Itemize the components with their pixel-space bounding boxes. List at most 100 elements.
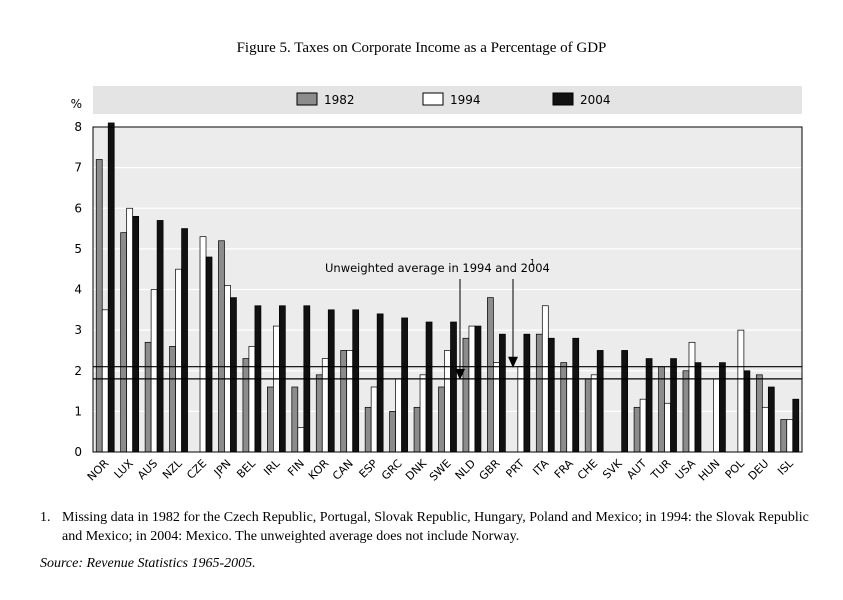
bar-1982-che [584, 378, 592, 453]
bar-1994-aut [639, 398, 647, 453]
plot-frame [92, 126, 803, 453]
bar-2004-fra [572, 337, 580, 453]
bar-1982-jpn [218, 240, 225, 453]
source-text: Revenue Statistics 1965-2005. [86, 556, 256, 571]
x-tick-label: GBR [477, 457, 503, 483]
annotation-superscript: 1 [530, 258, 535, 267]
y-tick-label: 3 [74, 323, 82, 337]
bar-2004-swe [450, 321, 457, 453]
bar-1994-gbr [493, 362, 500, 453]
footnote-text: Missing data in 1982 for the Czech Repub… [62, 510, 809, 544]
bar-2004-can [352, 309, 360, 453]
average-annotation: Unweighted average in 1994 and 2004 [325, 261, 550, 275]
x-tick-label: CAN [330, 457, 356, 483]
x-tick-label: KOR [306, 457, 332, 483]
x-tick-label: GRC [379, 457, 405, 483]
bar-1994-grc [395, 378, 402, 453]
bar-1982-deu [755, 374, 763, 453]
bar-2004-aut [645, 358, 653, 453]
bar-1982-dnk [413, 406, 421, 453]
bar-2004-svk [621, 350, 628, 453]
legend-swatch-1982 [296, 92, 318, 106]
x-tick-label: NZL [160, 456, 185, 481]
bar-2004-grc [401, 317, 408, 453]
bar-1982-tur [658, 366, 665, 453]
x-tick-label: FIN [285, 457, 307, 479]
x-tick-label: NLD [453, 457, 478, 482]
y-tick-label: 8 [74, 120, 82, 134]
x-tick-label: DNK [403, 456, 430, 483]
y-tick-label: 6 [74, 201, 82, 215]
bar-2004-nor [107, 122, 115, 453]
y-tick-label: 7 [74, 161, 82, 175]
x-tick-label: ISL [775, 456, 796, 477]
bar-1982-aus [144, 341, 152, 453]
x-tick-label: POL [723, 456, 748, 481]
bar-1994-nld [468, 325, 476, 453]
x-tick-label: BEL [234, 456, 258, 480]
bar-2004-prt [523, 333, 531, 453]
y-tick-label: 2 [74, 364, 82, 378]
bar-1994-jpn [224, 285, 231, 453]
x-tick-label: CHE [575, 457, 600, 482]
bar-1982-can [340, 350, 348, 453]
x-tick-label: USA [673, 457, 699, 483]
bar-1994-nor [101, 309, 109, 453]
bar-2004-kor [327, 309, 335, 453]
x-tick-label: CZE [184, 457, 209, 482]
bar-2004-ita [547, 337, 555, 453]
bar-1994-aus [150, 289, 158, 453]
legend-label-1982: 1982 [324, 93, 355, 107]
bar-1994-usa [688, 341, 696, 453]
x-tick-label: FRA [552, 457, 576, 481]
bar-1982-grc [389, 411, 396, 453]
bar-1994-hun [713, 378, 720, 453]
bar-1994-che [590, 374, 598, 453]
x-tick-label: HUN [696, 457, 723, 484]
legend-band [93, 86, 802, 114]
x-tick-label: SWE [427, 457, 454, 484]
source-note: Source: Revenue Statistics 1965-2005. [40, 556, 256, 572]
bar-1982-esp [364, 406, 372, 453]
x-tick-label: ESP [357, 457, 381, 481]
bar-2004-aus [156, 220, 164, 453]
bar-1994-tur [664, 402, 671, 453]
bar-2004-che [596, 350, 604, 453]
bar-1994-irl [273, 325, 280, 453]
bar-1982-nld [462, 337, 470, 453]
bar-1994-swe [444, 350, 451, 453]
bar-2004-jpn [230, 297, 237, 453]
y-tick-label: 0 [74, 445, 82, 459]
bar-1982-fra [560, 362, 568, 453]
bar-1982-nzl [169, 346, 176, 453]
bar-2004-isl [792, 398, 800, 453]
x-tick-label: LUX [112, 457, 136, 481]
bar-1982-kor [315, 374, 323, 453]
bar-2004-esp [376, 313, 384, 453]
bar-2004-usa [694, 362, 702, 453]
x-tick-label: ITA [530, 457, 551, 478]
bar-1994-esp [370, 386, 378, 453]
x-tick-label: AUT [624, 457, 649, 482]
bar-2004-pol [743, 370, 751, 453]
legend-swatch-1994 [422, 92, 444, 106]
bar-2004-gbr [499, 333, 506, 453]
y-tick-label: 4 [74, 283, 82, 297]
x-tick-label: SVK [600, 456, 625, 481]
figure-title: Figure 5. Taxes on Corporate Income as a… [236, 40, 607, 56]
bar-2004-hun [719, 362, 726, 453]
bar-2004-lux [132, 216, 140, 453]
bar-1994-prt [517, 366, 525, 453]
bar-1982-usa [682, 370, 690, 453]
legend-swatch-2004 [552, 92, 574, 106]
legend-label-1994: 1994 [450, 93, 481, 107]
x-tick-label: PRT [503, 457, 527, 481]
bar-1994-nzl [175, 268, 182, 453]
footnote-number: 1. [40, 510, 51, 525]
bar-1994-cze [199, 236, 207, 453]
legend-label-2004: 2004 [580, 93, 611, 107]
x-tick-label: AUS [135, 457, 160, 482]
bar-1994-fra [566, 366, 574, 453]
bar-1982-fin [291, 386, 299, 453]
x-tick-label: IRL [261, 456, 283, 478]
